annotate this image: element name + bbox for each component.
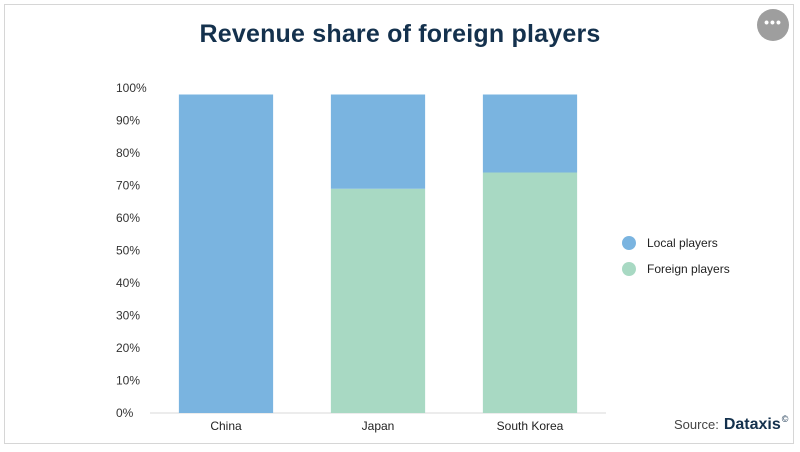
y-tick-label: 30% [116,309,140,323]
bar-local-players-japan [330,94,426,189]
x-category-label: China [210,419,242,433]
y-tick-label: 50% [116,244,140,258]
legend: Local players Foreign players [622,235,730,287]
source-brand: Dataxis [723,416,781,433]
bar-foreign-players-japan [330,188,426,413]
bar-foreign-players-south-korea [482,172,578,413]
y-tick-label: 80% [116,146,140,160]
y-tick-label: 100% [116,81,147,95]
bar-local-players-china [178,94,274,413]
y-tick-label: 10% [116,374,140,388]
y-tick-label: 70% [116,179,140,193]
legend-item-local: Local players [622,235,730,251]
legend-label-foreign: Foreign players [647,262,730,276]
y-tick-label: 40% [116,276,140,290]
source-label: Source: [674,417,719,432]
x-category-label: South Korea [497,419,564,433]
legend-swatch-local [622,236,636,250]
y-tick-label: 90% [116,114,140,128]
more-options-button[interactable]: ••• [757,9,789,41]
x-category-label: Japan [362,419,395,433]
chart-title: Revenue share of foreign players [199,20,601,48]
legend-item-foreign: Foreign players [622,261,730,277]
y-tick-label: 0% [116,406,134,420]
legend-label-local: Local players [647,236,718,250]
source-credit: Source: Dataxis © [674,414,789,434]
copyright-mark: © [781,414,789,424]
bar-local-players-south-korea [482,94,578,173]
legend-swatch-foreign [622,262,636,276]
y-tick-label: 20% [116,341,140,355]
more-horizontal-icon: ••• [764,14,782,30]
y-tick-label: 60% [116,211,140,225]
